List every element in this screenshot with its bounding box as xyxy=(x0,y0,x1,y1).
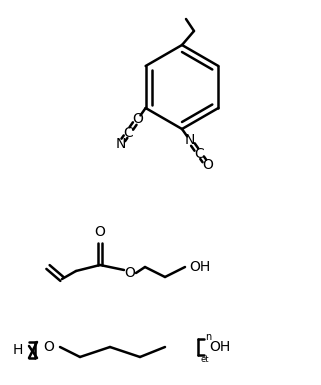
Text: C: C xyxy=(124,126,133,140)
Text: C: C xyxy=(194,147,204,161)
Text: O: O xyxy=(132,112,143,126)
Text: n: n xyxy=(205,332,211,342)
Text: O: O xyxy=(125,266,135,280)
Text: OH: OH xyxy=(209,340,230,354)
Text: O: O xyxy=(95,225,105,239)
Text: N: N xyxy=(185,134,195,147)
Text: O: O xyxy=(44,340,55,354)
Text: et: et xyxy=(201,355,210,363)
Text: O: O xyxy=(202,158,213,172)
Text: N: N xyxy=(115,137,126,151)
Text: H: H xyxy=(13,343,23,357)
Text: OH: OH xyxy=(189,260,211,274)
